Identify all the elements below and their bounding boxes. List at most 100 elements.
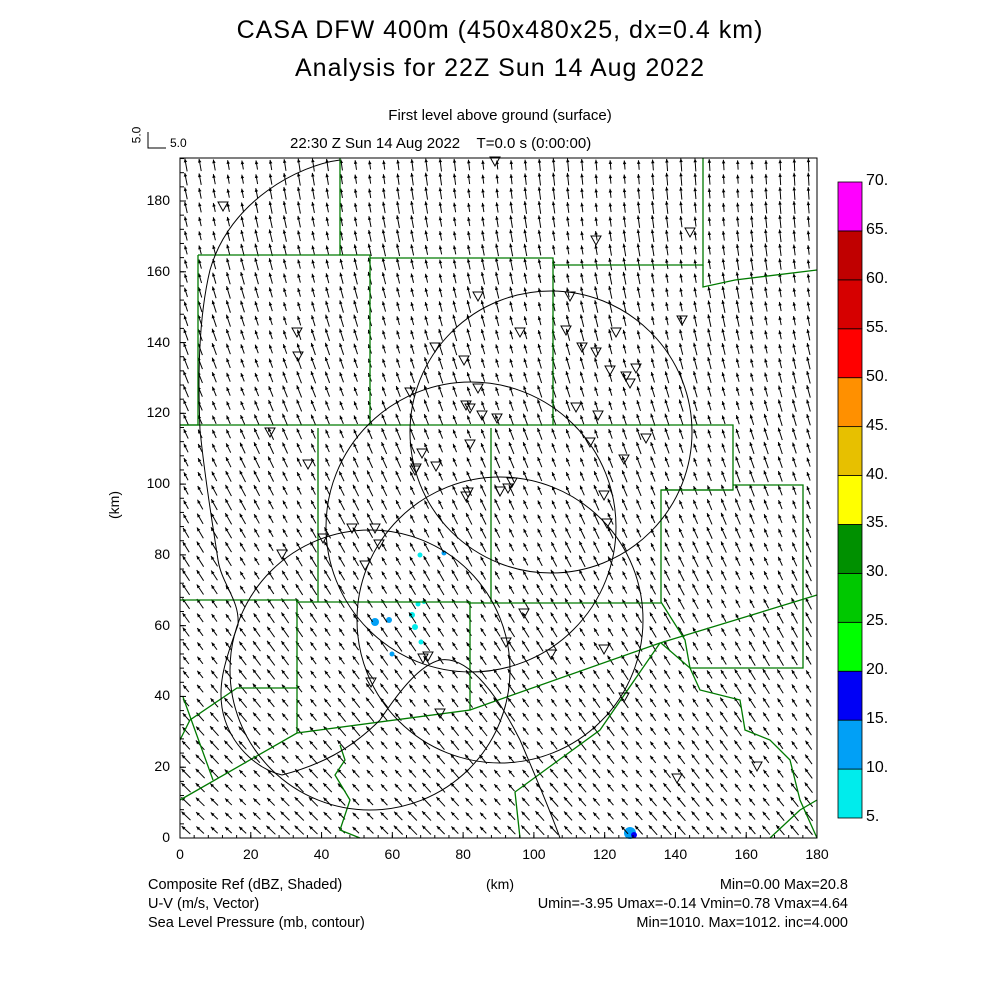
wind-vector <box>196 613 204 623</box>
wind-vector <box>578 684 586 693</box>
wind-vector <box>721 343 726 355</box>
station-marker <box>491 413 503 425</box>
wind-vector <box>550 626 558 638</box>
wind-vector <box>735 329 740 341</box>
wind-vector <box>438 471 444 481</box>
wind-vector <box>594 272 599 285</box>
wind-vector <box>493 668 502 680</box>
wind-vector <box>408 640 417 652</box>
wind-vector <box>706 512 713 525</box>
field-3-stats: Min=1010. Max=1012. inc=4.000 <box>636 915 848 931</box>
wind-vector <box>677 768 686 779</box>
wind-vector <box>762 811 770 821</box>
wind-vector <box>466 627 472 637</box>
wind-vector <box>621 613 628 623</box>
wind-vector <box>791 684 798 693</box>
wind-vector <box>564 555 572 568</box>
wind-vector <box>267 413 274 426</box>
wind-vector <box>451 598 459 609</box>
station-marker <box>409 465 421 477</box>
wind-vector <box>594 258 598 270</box>
wind-vector <box>211 599 218 609</box>
wind-vector <box>651 159 655 171</box>
wind-vector <box>607 498 614 511</box>
wind-vector <box>226 160 230 170</box>
wind-vector <box>634 825 644 835</box>
wind-vector <box>267 456 275 469</box>
wind-vector <box>762 797 770 807</box>
wind-vector <box>495 188 499 199</box>
wind-vector <box>267 698 275 708</box>
wind-vector <box>211 613 218 622</box>
wind-vector <box>621 769 628 778</box>
wind-vector <box>592 826 600 834</box>
wind-vector <box>735 428 740 439</box>
wind-vector <box>395 485 402 496</box>
wind-vector <box>537 302 542 311</box>
wind-vector <box>707 231 712 241</box>
wind-vector <box>281 727 289 735</box>
wind-vector <box>691 811 700 821</box>
wind-vector <box>664 399 670 412</box>
wind-vector <box>735 585 741 594</box>
wind-vector <box>339 300 344 313</box>
wind-vector <box>353 202 358 213</box>
wind-vector <box>395 413 402 426</box>
wind-vector <box>749 498 755 511</box>
wind-vector <box>550 569 558 582</box>
wind-vector <box>183 216 188 227</box>
wind-vector <box>353 174 358 184</box>
wind-vector <box>550 740 558 750</box>
wind-vector <box>209 768 219 779</box>
wind-vector <box>579 371 585 384</box>
wind-vector <box>677 583 685 596</box>
wind-vector <box>253 783 261 792</box>
wind-vector <box>622 386 627 396</box>
wind-vector <box>395 556 402 566</box>
station-marker <box>472 383 484 395</box>
wind-vector <box>239 498 247 511</box>
wind-vector <box>804 782 813 794</box>
wind-vector <box>748 797 756 806</box>
wind-vector <box>210 498 218 511</box>
wind-vector <box>720 526 727 539</box>
wind-vector <box>508 455 515 469</box>
wind-vector <box>479 527 487 539</box>
wind-vector <box>254 301 259 312</box>
wind-vector <box>422 569 431 582</box>
wind-vector <box>764 372 768 383</box>
wind-vector <box>311 273 316 283</box>
wind-vector <box>677 612 685 624</box>
y-tick-label: 40 <box>154 687 170 704</box>
wind-vector <box>608 216 613 227</box>
wind-vector <box>409 741 416 750</box>
wind-vector <box>297 301 302 312</box>
wind-vector <box>763 542 769 552</box>
wind-vector <box>608 314 613 327</box>
wind-vector <box>721 415 726 425</box>
x-tick-label: 80 <box>455 846 471 862</box>
wind-vector <box>226 258 231 270</box>
wind-vector <box>352 556 359 567</box>
wind-vector <box>308 825 318 835</box>
wind-vector <box>705 811 714 821</box>
wind-vector <box>635 797 643 806</box>
wind-vector <box>721 244 726 256</box>
wind-vector <box>608 160 613 170</box>
wind-vector <box>677 740 685 750</box>
wind-vector <box>337 697 346 708</box>
wind-vector <box>438 158 443 172</box>
wind-vector <box>806 172 811 186</box>
wind-vector <box>325 202 329 213</box>
wind-vector <box>566 273 570 283</box>
wind-vector <box>324 371 331 384</box>
wind-vector <box>777 570 784 581</box>
station-marker <box>601 518 613 530</box>
wind-vector <box>380 769 388 778</box>
wind-vector <box>382 344 386 354</box>
wind-vector <box>322 754 333 765</box>
wind-vector <box>181 825 191 835</box>
wind-vector <box>705 797 714 807</box>
wind-vector <box>253 557 260 566</box>
wind-vector <box>635 470 642 483</box>
